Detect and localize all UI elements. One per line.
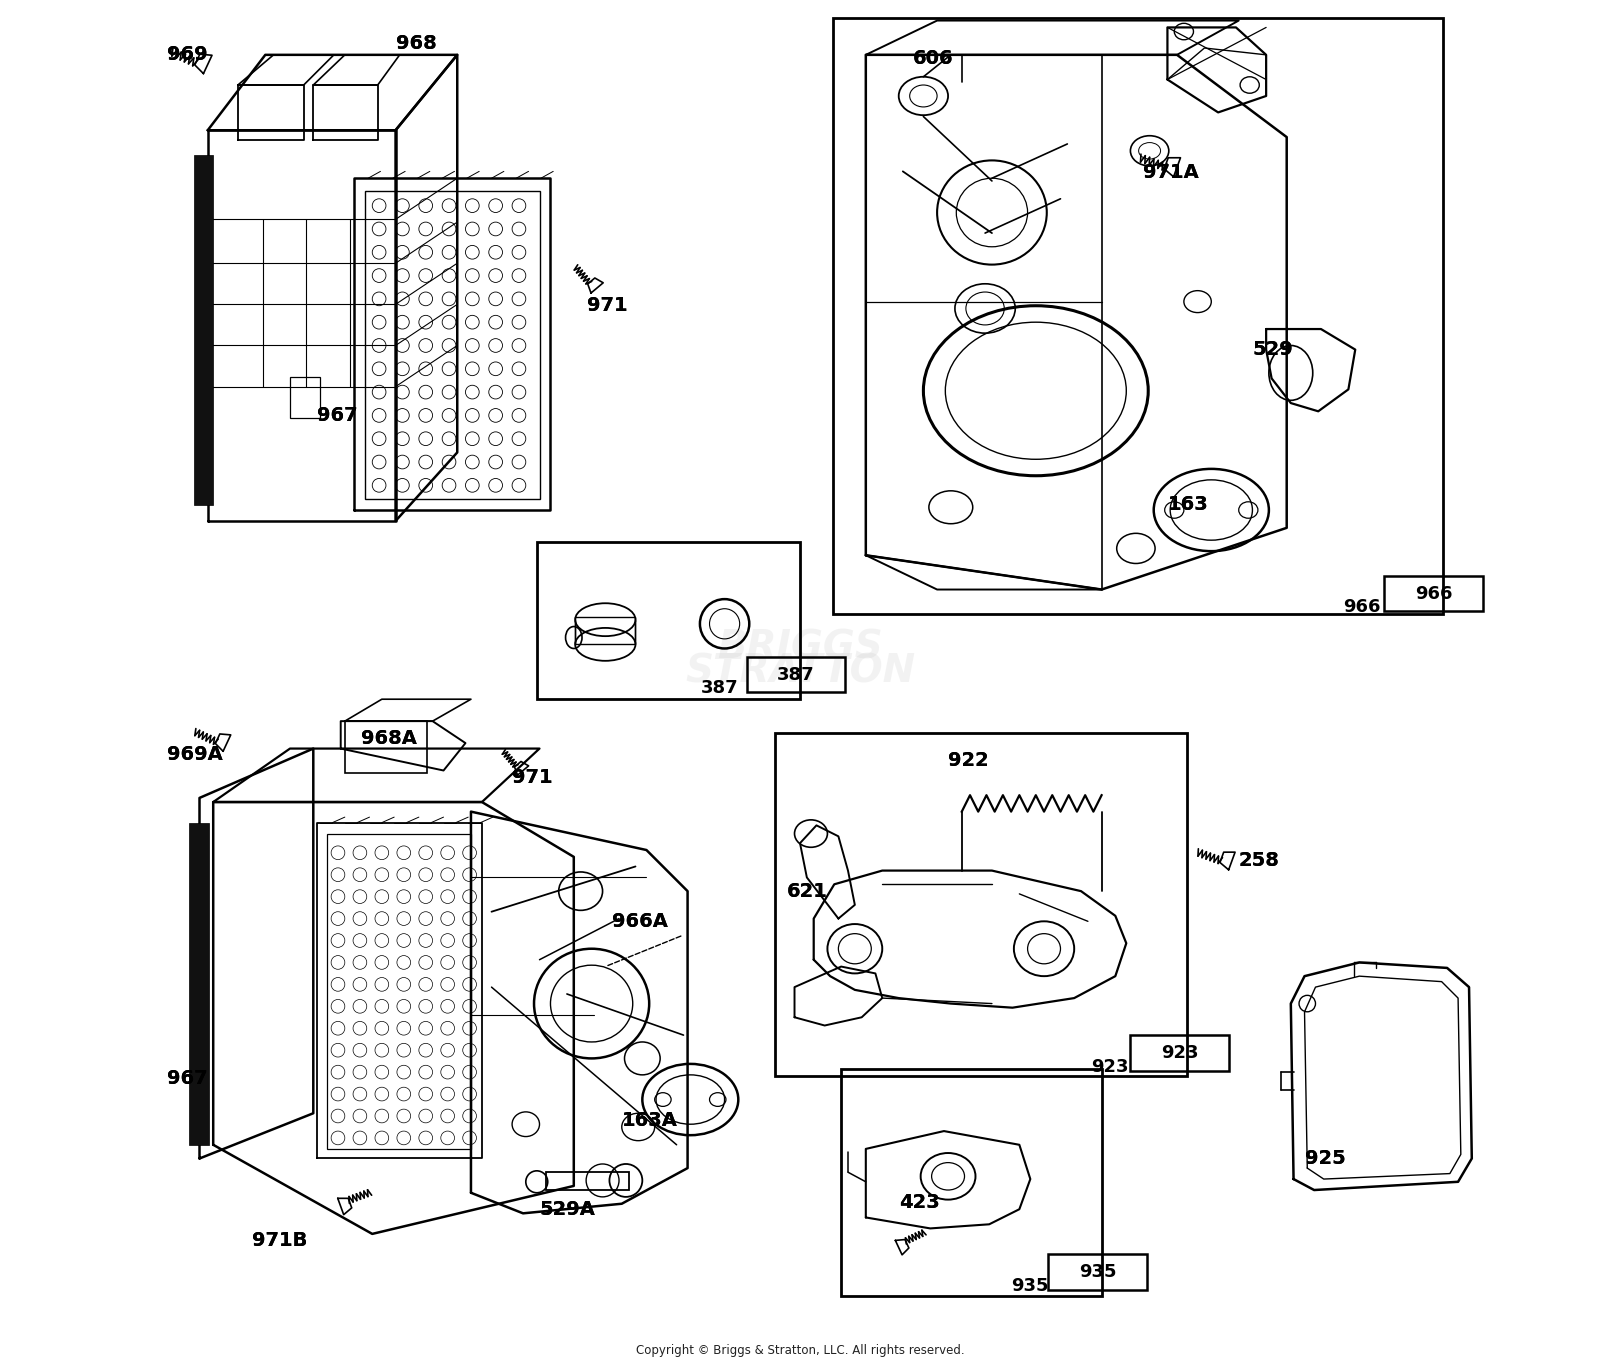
Text: 423: 423 bbox=[899, 1193, 939, 1212]
Bar bbox=[834, 18, 1443, 614]
Bar bbox=[1131, 1035, 1229, 1071]
Text: 163: 163 bbox=[1168, 495, 1208, 514]
Bar bbox=[536, 542, 800, 699]
Text: 529A: 529A bbox=[539, 1200, 595, 1219]
Text: 968: 968 bbox=[395, 34, 437, 53]
Bar bbox=[546, 1172, 629, 1190]
Bar bbox=[189, 823, 210, 1145]
Text: 163A: 163A bbox=[622, 1111, 678, 1130]
Text: 258: 258 bbox=[1238, 851, 1280, 871]
Text: 969: 969 bbox=[166, 45, 208, 64]
Text: 968: 968 bbox=[395, 34, 437, 53]
Text: 925: 925 bbox=[1304, 1149, 1346, 1168]
Text: 925: 925 bbox=[1304, 1149, 1346, 1168]
Bar bbox=[194, 155, 213, 505]
Text: 529A: 529A bbox=[539, 1200, 595, 1219]
Text: 968A: 968A bbox=[362, 729, 418, 749]
Text: 969: 969 bbox=[166, 45, 208, 64]
Text: 971: 971 bbox=[512, 768, 552, 787]
Bar bbox=[574, 617, 635, 644]
Text: 621: 621 bbox=[786, 882, 827, 901]
Text: 529: 529 bbox=[1253, 340, 1293, 359]
Text: 606: 606 bbox=[912, 49, 954, 69]
Text: 969A: 969A bbox=[166, 744, 222, 764]
Text: 971: 971 bbox=[587, 296, 629, 315]
Bar bbox=[776, 733, 1187, 1076]
Text: 966: 966 bbox=[1414, 584, 1453, 603]
Bar bbox=[346, 721, 427, 773]
Text: 387: 387 bbox=[778, 665, 814, 684]
Text: 923: 923 bbox=[1091, 1057, 1128, 1076]
Text: 922: 922 bbox=[949, 751, 989, 771]
Text: Copyright © Briggs & Stratton, LLC. All rights reserved.: Copyright © Briggs & Stratton, LLC. All … bbox=[635, 1345, 965, 1357]
Text: 968A: 968A bbox=[362, 729, 418, 749]
Bar bbox=[1384, 576, 1483, 611]
Text: 923: 923 bbox=[1162, 1043, 1198, 1063]
Text: 423: 423 bbox=[899, 1193, 939, 1212]
Text: 967: 967 bbox=[317, 406, 358, 425]
Text: 922: 922 bbox=[949, 751, 989, 771]
Text: 967: 967 bbox=[166, 1069, 208, 1089]
Text: 258: 258 bbox=[1238, 851, 1280, 871]
Text: 966: 966 bbox=[1342, 598, 1381, 617]
Text: 966A: 966A bbox=[613, 912, 669, 931]
Text: 935: 935 bbox=[1011, 1276, 1048, 1296]
Text: 966A: 966A bbox=[613, 912, 669, 931]
Text: STRATTON: STRATTON bbox=[685, 653, 915, 691]
Text: 935: 935 bbox=[1078, 1263, 1117, 1282]
Bar bbox=[365, 191, 539, 499]
Bar bbox=[326, 834, 470, 1149]
Text: 969A: 969A bbox=[166, 744, 222, 764]
Text: 967: 967 bbox=[166, 1069, 208, 1089]
Text: 387: 387 bbox=[701, 679, 739, 698]
Text: 163A: 163A bbox=[622, 1111, 678, 1130]
Text: 971A: 971A bbox=[1142, 163, 1198, 182]
Text: 971B: 971B bbox=[251, 1231, 307, 1250]
Text: 971: 971 bbox=[512, 768, 552, 787]
Text: 606: 606 bbox=[912, 49, 954, 69]
Text: 529: 529 bbox=[1253, 340, 1293, 359]
Bar bbox=[1048, 1254, 1147, 1290]
Bar bbox=[842, 1069, 1102, 1296]
Text: 967: 967 bbox=[317, 406, 358, 425]
Text: 971A: 971A bbox=[1142, 163, 1198, 182]
Text: 621: 621 bbox=[786, 882, 827, 901]
Text: 971B: 971B bbox=[251, 1231, 307, 1250]
Bar bbox=[747, 657, 845, 692]
Text: 163: 163 bbox=[1168, 495, 1208, 514]
Text: 971: 971 bbox=[587, 296, 629, 315]
Bar bbox=[290, 377, 320, 418]
Text: BRIGGS: BRIGGS bbox=[717, 628, 883, 666]
